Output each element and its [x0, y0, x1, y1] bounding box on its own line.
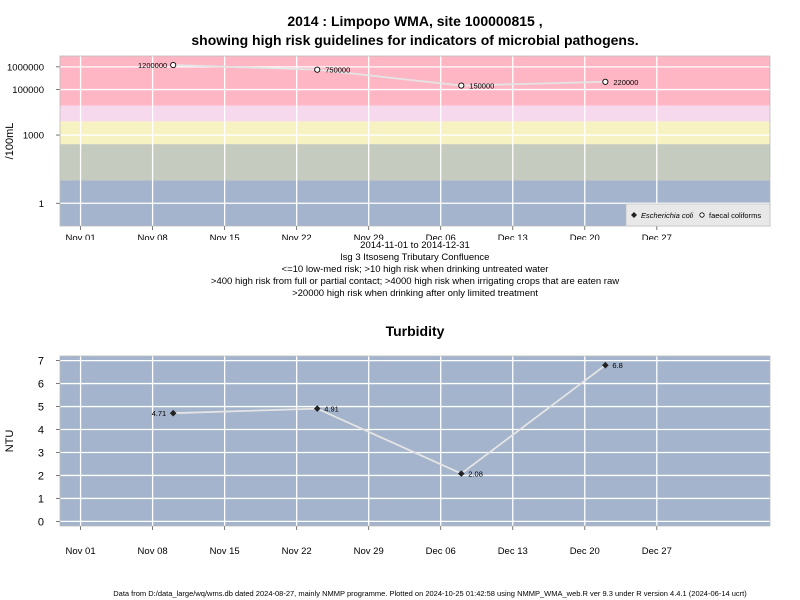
data-label: 2.08 — [468, 470, 483, 479]
data-label: 220000 — [613, 78, 638, 87]
data-label: 4.91 — [324, 405, 339, 414]
legend-label-e-coli: Escherichia coli — [641, 211, 693, 220]
y-tick-label: 1000 — [23, 131, 44, 142]
chart-subtitle: showing high risk guidelines for indicat… — [191, 32, 639, 48]
x-tick-label: Nov 15 — [210, 546, 240, 557]
x-tick-label: Nov 01 — [66, 546, 96, 557]
caption-date-range: 2014-11-01 to 2014-12-31 — [360, 240, 470, 251]
y-axis-label: /100mL — [4, 123, 16, 160]
y-axis-label: NTU — [4, 430, 16, 453]
x-tick-label: Nov 29 — [354, 233, 384, 240]
legend-label-faecal-coliforms: faecal coliforms — [709, 211, 761, 220]
turbidity-title: Turbidity — [385, 323, 445, 339]
y-tick-label: 1000000 — [7, 62, 44, 73]
data-point-turbidity — [602, 361, 609, 369]
x-tick-label: Dec 20 — [570, 546, 600, 557]
caption-guideline-3: >20000 high risk when drinking after onl… — [292, 288, 538, 299]
data-point-turbidity — [313, 405, 321, 412]
x-tick-label: Nov 22 — [282, 546, 312, 557]
data-label: 750000 — [325, 66, 350, 75]
y-tick-label: 3 — [38, 447, 44, 459]
x-tick-label: Nov 08 — [138, 233, 168, 240]
x-tick-label: Dec 06 — [426, 233, 456, 240]
data-point-faecal-coliforms — [170, 61, 177, 69]
x-tick-label: Dec 13 — [498, 233, 528, 240]
microbial-chart: Nov 01 Nov 08 Nov 15 Nov 22 Nov 29 Dec 06 Dec … — [4, 55, 771, 240]
x-tick-label: Dec 13 — [498, 546, 528, 557]
y-tick-label: 6 — [38, 379, 44, 391]
data-label: 150000 — [469, 82, 494, 91]
y-tick-label: 1 — [39, 199, 44, 210]
caption-guideline-2: >400 high risk from full or partial cont… — [210, 276, 620, 287]
turbidity-plot-background — [60, 356, 770, 526]
data-label: 6.8 — [612, 361, 622, 370]
y-tick-label: 0 — [38, 516, 44, 528]
data-point-faecal-coliforms — [314, 66, 321, 73]
series-line-faecal-coliforms — [173, 64, 606, 87]
x-tick-label: Dec 27 — [642, 546, 672, 557]
y-tick-label: 4 — [38, 425, 44, 437]
legend-box — [625, 203, 771, 227]
series-line-turbidity — [173, 364, 606, 475]
caption-site: lsg 3 Itsoseng Tributary Confluence — [340, 252, 490, 263]
risk-band-2 — [60, 121, 770, 145]
legend-marker-e-coli — [631, 212, 637, 218]
data-point-turbidity — [169, 409, 177, 417]
footer-note: Data from D:/data_large/wq/wms.db dated … — [113, 589, 747, 598]
x-tick-label: Nov 01 — [66, 233, 96, 240]
data-label: 1200000 — [138, 61, 167, 70]
y-tick-label: 5 — [38, 402, 44, 414]
x-tick-label: Dec 27 — [642, 233, 672, 240]
caption-guideline-1: <=10 low-med risk; >10 high risk when dr… — [281, 264, 549, 275]
data-point-turbidity — [458, 470, 465, 477]
legend-marker-faecal-coliforms — [699, 212, 705, 218]
x-tick-label: Nov 22 — [282, 233, 312, 240]
chart-title: 2014 : Limpopo WMA, site 100000815 , — [287, 13, 543, 29]
y-tick-label: 100000 — [12, 85, 44, 96]
risk-band-3 — [60, 105, 770, 122]
x-tick-label: Nov 15 — [210, 233, 240, 240]
x-tick-label: Nov 29 — [354, 546, 384, 557]
data-label: 4.71 — [152, 409, 167, 418]
x-tick-label: Dec 06 — [426, 546, 456, 557]
y-tick-label: 2 — [38, 470, 44, 482]
plot-frame — [59, 355, 771, 527]
y-tick-label: 7 — [38, 356, 44, 368]
risk-band-1 — [60, 144, 770, 181]
y-tick-label: 1 — [38, 493, 44, 505]
x-tick-label: Dec 20 — [570, 233, 600, 240]
data-point-faecal-coliforms — [602, 78, 609, 85]
x-tick-label: Nov 08 — [138, 546, 168, 557]
plot-frame — [59, 55, 771, 227]
data-point-faecal-coliforms — [458, 82, 465, 89]
